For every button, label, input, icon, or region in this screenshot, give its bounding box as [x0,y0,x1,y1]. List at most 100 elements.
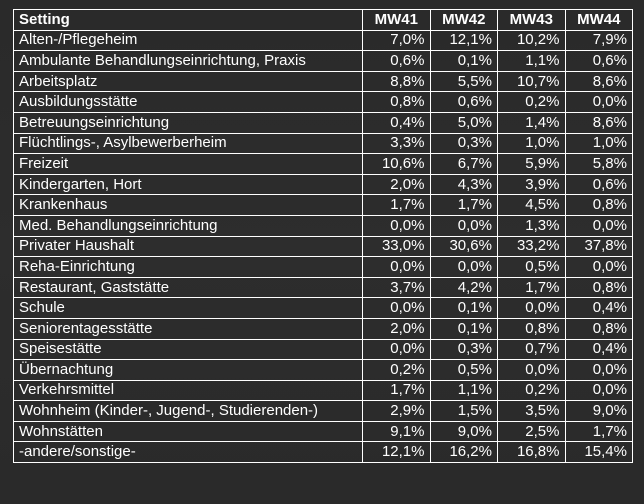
table-row: Speisestätte 0,0% 0,3% 0,7% 0,4% [13,338,633,361]
table-row: Ambulante Behandlungseinrichtung, Praxis… [13,50,633,72]
value-cell: 2,0% [362,173,431,196]
value-cell: 0,7% [497,338,566,361]
setting-cell: Seniorentagesstätte [13,317,363,340]
value-cell: 3,9% [497,173,566,196]
value-cell: 0,0% [497,297,566,319]
value-cell: 1,4% [497,111,566,134]
value-cell: 3,5% [497,400,566,422]
table-row: Übernachtung 0,2% 0,5% 0,0% 0,0% [13,359,633,381]
value-cell: 0,8% [564,276,633,299]
value-cell: 4,3% [429,173,498,196]
table-row: Arbeitsplatz 8,8% 5,5% 10,7% 8,6% [13,70,633,93]
table-row: Betreuungseinrichtung 0,4% 5,0% 1,4% 8,6% [13,111,633,134]
value-cell: 0,8% [564,194,633,216]
setting-cell: Schule [13,297,363,319]
value-cell: 0,2% [497,91,566,113]
table-row: Reha-Einrichtung 0,0% 0,0% 0,5% 0,0% [13,256,633,278]
value-cell: 0,0% [362,256,431,278]
value-cell: 0,8% [362,91,431,113]
table-row: Med. Behandlungseinrichtung 0,0% 0,0% 1,3% 0… [13,214,633,237]
table-row: Kindergarten, Hort 2,0% 4,3% 3,9% 0,6% [13,173,633,196]
value-cell: 0,2% [497,379,566,402]
setting-cell: Restaurant, Gaststätte [13,276,363,299]
setting-cell: Verkehrsmittel [13,379,363,402]
table-row: Flüchtlings-, Asylbewerberheim 3,3% 0,3% 1,… [13,132,633,155]
setting-cell: Betreuungseinrichtung [13,111,363,134]
value-cell: 0,6% [564,50,633,72]
header-mw42: MW42 [429,9,498,31]
setting-cell: Ambulante Behandlungseinrichtung, Praxis [13,50,363,72]
value-cell: 5,8% [564,153,633,175]
value-cell: 0,8% [564,317,633,340]
value-cell: 0,0% [429,214,498,237]
value-cell: 0,6% [362,50,431,72]
value-cell: 0,6% [564,173,633,196]
value-cell: 0,0% [429,256,498,278]
value-cell: 0,0% [564,91,633,113]
setting-cell: Krankenhaus [13,194,363,216]
value-cell: 1,7% [564,420,633,443]
table-row: Schule 0,0% 0,1% 0,0% 0,4% [13,297,633,319]
value-cell: 3,7% [362,276,431,299]
table-row: -andere/sonstige- 12,1% 16,2% 16,8% 15,4% [13,441,633,464]
value-cell: 0,0% [362,214,431,237]
value-cell: 9,1% [362,420,431,443]
header-setting: Setting [13,9,363,31]
value-cell: 1,0% [564,132,633,155]
value-cell: 10,2% [497,29,566,52]
value-cell: 0,0% [564,359,633,381]
value-cell: 12,1% [362,441,431,464]
value-cell: 1,1% [497,50,566,72]
table-row: Privater Haushalt 33,0% 30,6% 33,2% 37,8% [13,235,633,258]
value-cell: 37,8% [564,235,633,258]
value-cell: 33,0% [362,235,431,258]
setting-table: Setting MW41 MW42 MW43 MW44 Alten-/Pfleg… [13,9,633,464]
table-body: Alten-/Pflegeheim 7,0% 12,1% 10,2% 7,9% Ambul… [13,29,633,464]
table-row: Verkehrsmittel 1,7% 1,1% 0,2% 0,0% [13,379,633,402]
setting-cell: Reha-Einrichtung [13,256,363,278]
value-cell: 10,7% [497,70,566,93]
value-cell: 1,0% [497,132,566,155]
value-cell: 0,0% [564,214,633,237]
value-cell: 0,0% [564,379,633,402]
value-cell: 8,6% [564,111,633,134]
value-cell: 15,4% [564,441,633,464]
value-cell: 8,8% [362,70,431,93]
setting-cell: Arbeitsplatz [13,70,363,93]
value-cell: 6,7% [429,153,498,175]
value-cell: 4,2% [429,276,498,299]
value-cell: 0,0% [362,297,431,319]
header-mw41: MW41 [362,9,431,31]
value-cell: 0,0% [497,359,566,381]
value-cell: 0,5% [429,359,498,381]
setting-cell: Alten-/Pflegeheim [13,29,363,52]
value-cell: 1,7% [362,194,431,216]
value-cell: 0,1% [429,297,498,319]
value-cell: 2,5% [497,420,566,443]
setting-cell: Speisestätte [13,338,363,361]
table-row: Wohnheim (Kinder-, Jugend-, Studierenden… [13,400,633,422]
value-cell: 0,5% [497,256,566,278]
value-cell: 1,3% [497,214,566,237]
table-row: Seniorentagesstätte 2,0% 0,1% 0,8% 0,8% [13,317,633,340]
value-cell: 1,5% [429,400,498,422]
setting-cell: Freizeit [13,153,363,175]
value-cell: 0,1% [429,50,498,72]
setting-cell: Übernachtung [13,359,363,381]
value-cell: 5,9% [497,153,566,175]
setting-cell: Med. Behandlungseinrichtung [13,214,363,237]
value-cell: 0,3% [429,132,498,155]
value-cell: 33,2% [497,235,566,258]
value-cell: 0,4% [564,297,633,319]
value-cell: 9,0% [564,400,633,422]
value-cell: 5,0% [429,111,498,134]
value-cell: 0,4% [564,338,633,361]
value-cell: 0,0% [362,338,431,361]
value-cell: 1,1% [429,379,498,402]
value-cell: 7,9% [564,29,633,52]
setting-cell: Ausbildungsstätte [13,91,363,113]
value-cell: 1,7% [362,379,431,402]
value-cell: 2,9% [362,400,431,422]
value-cell: 0,1% [429,317,498,340]
